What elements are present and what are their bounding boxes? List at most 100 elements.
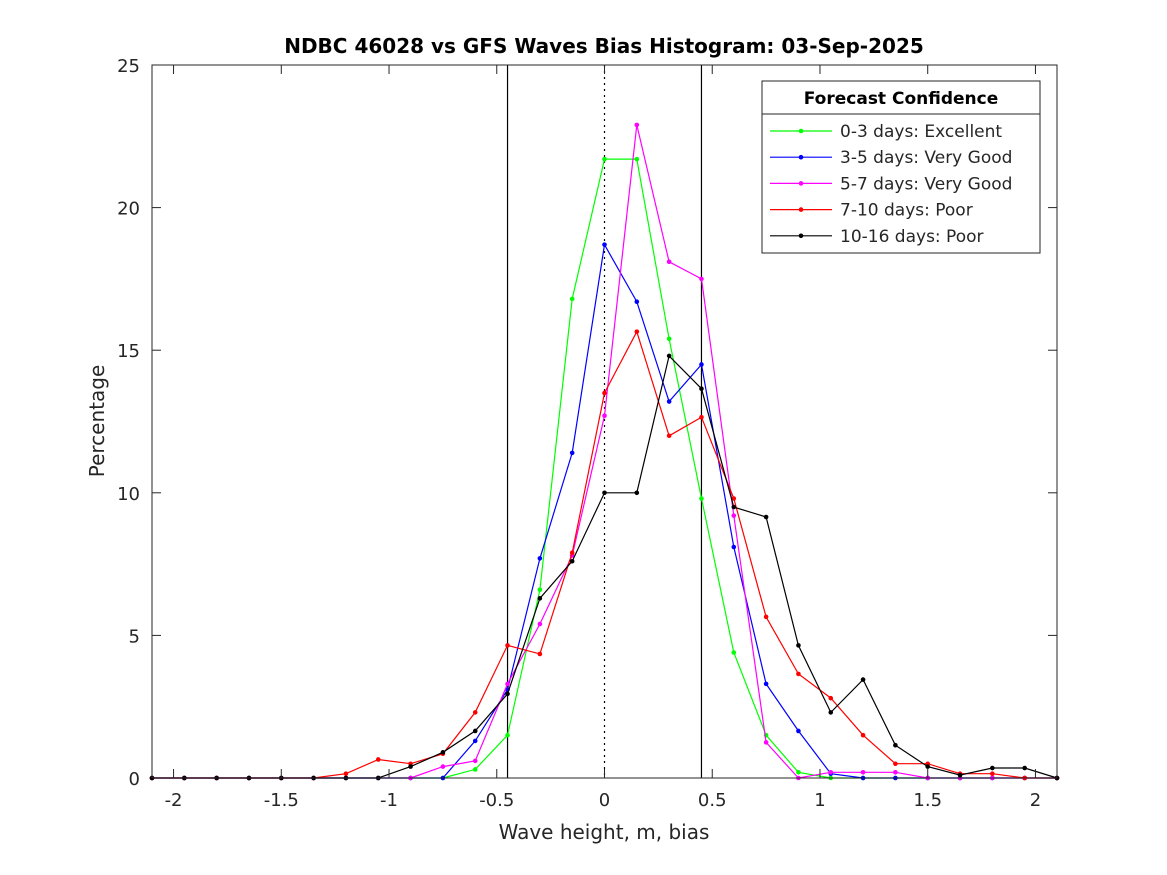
data-point [893,761,898,767]
data-point [505,681,510,687]
x-tick-label: 1 [814,790,825,811]
data-point [731,496,737,501]
x-tick-label: -0.5 [479,790,514,811]
data-point [569,450,575,456]
data-point [666,399,672,404]
legend-entry-label: 10-16 days: Poor [840,227,984,247]
data-point [505,643,510,648]
data-point [666,433,672,439]
data-point [828,710,834,715]
data-point [828,769,834,775]
x-tick-label: -1 [380,790,398,811]
data-point [990,771,995,777]
data-point [440,764,446,769]
x-tick-label: 2 [1030,790,1041,811]
y-tick-label: 25 [117,56,140,77]
x-tick-label: -2 [165,790,183,811]
legend-marker [798,128,804,134]
legend-entry-label: 3-5 days: Very Good [840,148,1012,168]
data-point [440,750,446,755]
data-point [602,156,607,162]
data-point [860,769,866,775]
data-point [634,156,640,162]
data-point [763,614,769,620]
data-point [472,710,478,715]
data-point [569,296,575,302]
data-point [699,414,704,420]
data-point [1022,765,1027,771]
data-point [763,740,769,745]
data-point [634,122,640,128]
data-point [731,544,737,550]
data-point [343,771,349,777]
legend: Forecast Confidence 0-3 days: Excellent 3… [761,80,1041,254]
data-point [472,738,478,744]
data-point [602,413,607,419]
legend-marker [798,181,804,186]
y-axis-label: Percentage [85,365,109,478]
data-point [796,728,801,734]
data-point [796,643,801,648]
data-point [990,765,995,771]
data-point [699,496,704,501]
data-point [666,336,672,342]
data-point [537,651,543,657]
data-point [634,299,640,305]
data-point [893,769,898,775]
legend-entry-label: 7-10 days: Poor [840,201,973,221]
data-point [602,242,607,247]
data-point [763,681,769,687]
data-point [796,769,801,775]
legend-title: Forecast Confidence [804,89,999,109]
data-point [408,764,413,769]
data-point [666,259,672,265]
data-point [602,390,607,396]
data-point [602,490,607,496]
x-tick-label: 1.5 [913,790,942,811]
data-point [472,728,478,734]
data-point [699,362,704,367]
y-tick-label: 10 [117,484,140,505]
data-point [472,758,478,764]
data-point [860,677,866,682]
data-point [699,276,704,282]
data-point [569,558,575,564]
data-point [893,742,898,748]
data-point [925,764,931,769]
x-axis-label: Wave height, m, bias [499,820,710,844]
legend-entry-label: 5-7 days: Very Good [840,174,1012,194]
x-tick-label: 0 [599,790,610,811]
data-point [634,490,640,496]
legend-marker [798,207,804,212]
legend-entry-label: 0-3 days: Excellent [840,122,1002,142]
data-point [537,587,543,593]
data-point [666,353,672,359]
data-point [763,514,769,520]
data-point [699,386,704,392]
legend-marker [798,154,804,160]
data-point [731,650,737,655]
legend-box [761,80,1041,254]
data-point [828,695,834,701]
chart-title: NDBC 46028 vs GFS Waves Bias Histogram: … [284,34,924,58]
data-point [505,691,510,697]
data-point [537,621,543,627]
data-point [537,596,543,601]
data-point [796,671,801,677]
data-point [569,550,575,555]
data-point [634,329,640,334]
legend-marker [798,233,804,239]
data-point [731,513,737,518]
x-tick-label: -1.5 [264,790,299,811]
data-point [472,767,478,772]
data-point [860,732,866,738]
y-tick-label: 0 [129,769,140,790]
y-tick-label: 5 [129,626,140,647]
data-point [957,772,963,778]
x-tick-label: 0.5 [698,790,727,811]
data-point [537,556,543,561]
data-point [375,757,381,762]
data-point [731,504,737,510]
